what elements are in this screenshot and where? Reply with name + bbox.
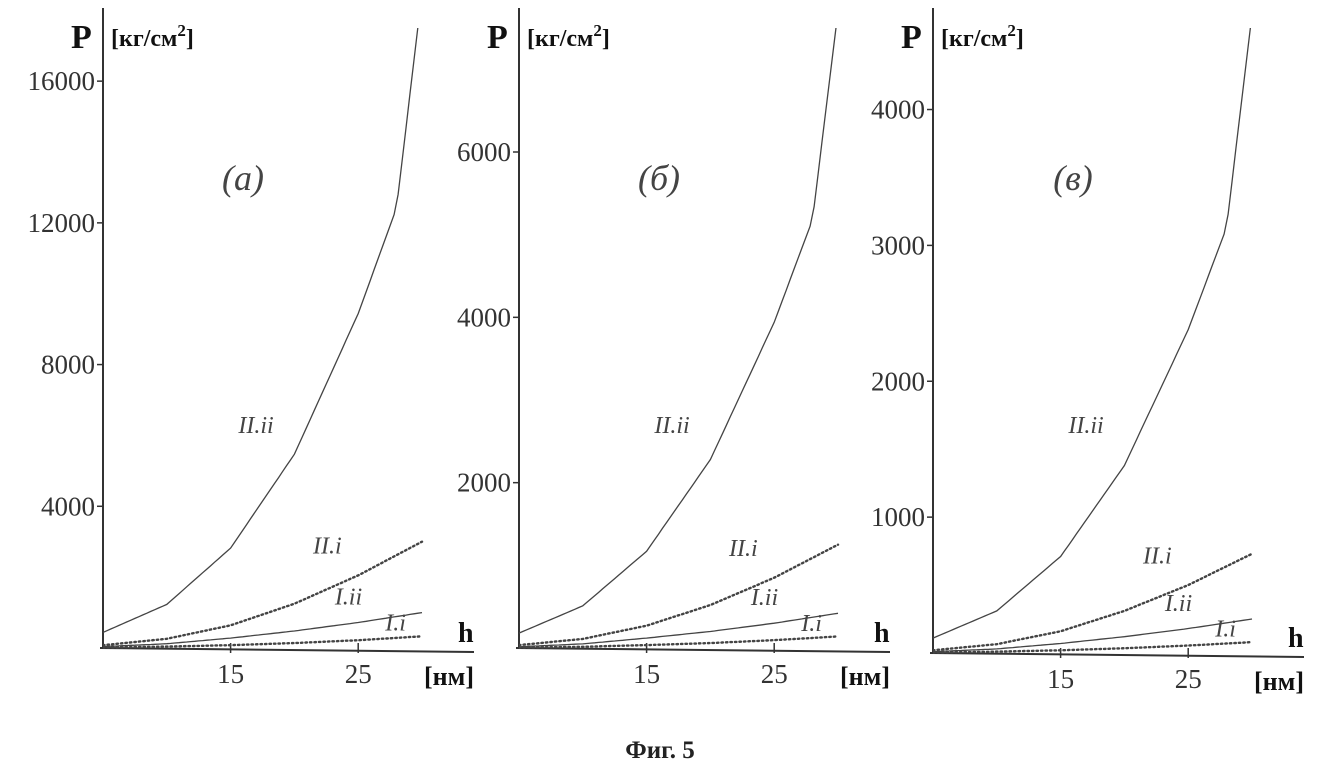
series-label-ii-i: II.i [728, 536, 758, 562]
y-tick-label: 4000 [457, 302, 511, 332]
y-tick-label: 6000 [457, 137, 511, 167]
x-axis-unit: [нм] [840, 662, 890, 691]
chart-panels: 4000 8000 12000 16000 15 25 P [кг/см2] h [нм] (a) I… [28, 0, 1305, 696]
chart-panel-3: 1000 2000 3000 4000 15 25 P [кг/см2] h [нм] (в) II.… [871, 8, 1304, 696]
series-line-ii-i [933, 554, 1252, 651]
x-axis-title: h [874, 618, 890, 649]
y-axis-unit-close: ] [1016, 26, 1024, 52]
panel-label: (б) [638, 158, 680, 198]
series-line-ii-ii [103, 0, 422, 632]
y-axis-unit-close: ] [602, 26, 610, 52]
chart-panel-2: 2000 4000 6000 15 25 P [кг/см2] h [нм] (б) II.ii II… [457, 8, 890, 691]
y-axis-unit-sup: 2 [1007, 21, 1016, 40]
x-tick-label: 25 [761, 659, 788, 689]
y-axis-unit: [кг/см2] [111, 21, 194, 52]
x-axis [930, 653, 1304, 657]
x-tick-label: 25 [345, 659, 372, 689]
series-label-ii-i: II.i [312, 533, 342, 559]
series-label-i-ii: I.ii [1164, 591, 1192, 617]
y-axis-unit-sup: 2 [593, 21, 602, 40]
y-axis-unit: [кг/см2] [941, 21, 1024, 52]
y-tick-label: 12000 [28, 208, 96, 238]
series-label-ii-ii: II.ii [653, 413, 689, 439]
x-axis [100, 648, 474, 652]
panel-label: (a) [222, 158, 264, 198]
series-line-i-ii [519, 613, 838, 647]
x-axis-title: h [1288, 623, 1304, 654]
panel-label: (в) [1053, 158, 1093, 198]
y-axis-unit: [кг/см2] [527, 21, 610, 52]
series-label-i-ii: I.ii [750, 585, 778, 611]
y-axis-title: P [71, 19, 92, 56]
x-axis-unit: [нм] [424, 662, 474, 691]
series-line-ii-i [519, 545, 838, 645]
x-tick-label: 15 [1047, 664, 1074, 694]
series-line-ii-ii [519, 12, 838, 634]
y-tick-label: 16000 [28, 66, 96, 96]
series-line-ii-i [103, 542, 422, 646]
series-label-ii-i: II.i [1142, 544, 1172, 570]
x-axis-title: h [458, 618, 474, 649]
x-tick-label: 15 [217, 659, 244, 689]
y-tick-label: 2000 [457, 468, 511, 498]
x-tick-label: 15 [633, 659, 660, 689]
series-label-i-i: I.i [800, 611, 822, 637]
y-tick-label: 2000 [871, 366, 925, 396]
series-label-ii-ii: II.ii [237, 413, 273, 439]
series-line-i-i [519, 636, 838, 647]
x-tick-label: 25 [1175, 664, 1202, 694]
y-tick-label: 3000 [871, 230, 925, 260]
series-line-i-ii [933, 619, 1252, 652]
y-tick-label: 4000 [41, 491, 95, 521]
chart-panel-1: 4000 8000 12000 16000 15 25 P [кг/см2] h [нм] (a) I… [28, 0, 475, 691]
series-line-i-ii [103, 613, 422, 647]
y-axis-unit-sup: 2 [177, 21, 186, 40]
y-axis-title: P [901, 19, 922, 56]
y-axis-title: P [487, 19, 508, 56]
series-label-i-i: I.i [384, 611, 406, 637]
figure-caption: Фиг. 5 [625, 737, 694, 764]
series-label-ii-ii: II.ii [1067, 413, 1103, 439]
y-axis-unit-close: ] [186, 26, 194, 52]
series-line-i-i [933, 642, 1252, 653]
series-line-i-i [103, 636, 422, 647]
y-tick-label: 4000 [871, 95, 925, 125]
series-line-ii-ii [933, 14, 1252, 638]
x-axis [516, 648, 890, 652]
y-tick-label: 1000 [871, 502, 925, 532]
series-label-i-i: I.i [1214, 616, 1236, 642]
series-label-i-ii: I.ii [334, 585, 362, 611]
y-tick-label: 8000 [41, 350, 95, 380]
x-axis-unit: [нм] [1254, 667, 1304, 696]
